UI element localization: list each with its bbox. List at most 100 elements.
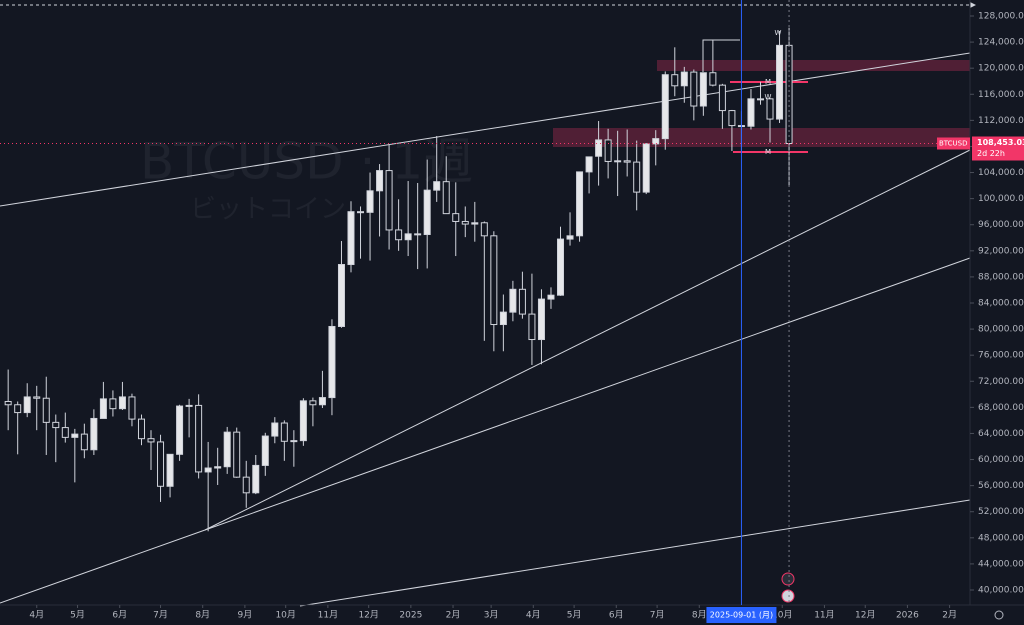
watermark-name: ビットコイン	[190, 195, 346, 225]
pattern-label: W	[775, 29, 782, 37]
x-tick-label: 6月	[112, 610, 127, 621]
candle-body	[52, 421, 60, 429]
y-tick-label: 88,000.00	[978, 272, 1024, 282]
candle-body	[328, 325, 336, 399]
candle-body	[414, 233, 422, 236]
watermark-symbol: BTCUSD · 1週	[140, 133, 473, 191]
candle-body	[157, 441, 165, 487]
x-tick-label: 7月	[153, 610, 168, 621]
y-tick-label: 64,000.00	[978, 429, 1024, 439]
x-tick-label: 4月	[526, 610, 541, 621]
x-tick-label: 11月	[814, 610, 834, 621]
candle-body	[566, 235, 574, 240]
candle-body	[80, 433, 88, 451]
crosshair-label: 2025-09-01 (月)	[710, 611, 773, 620]
event-icon[interactable]	[781, 589, 795, 603]
candle-body	[461, 220, 469, 225]
symbol-label: BTCUSD	[939, 139, 968, 147]
candle-body	[61, 427, 69, 438]
settings-icon[interactable]	[994, 610, 1004, 620]
candle-body	[280, 422, 288, 442]
x-tick-label: 2026	[896, 611, 919, 621]
candle-body	[480, 222, 488, 237]
candle-body	[604, 139, 612, 162]
candle-body	[385, 170, 393, 231]
candle-body	[661, 74, 669, 140]
candle-body	[23, 396, 31, 414]
candle-body	[452, 213, 460, 222]
candle-body	[728, 110, 736, 127]
candle-body	[195, 404, 203, 473]
pattern-label: M	[765, 148, 771, 156]
y-tick-label: 40,000.00	[978, 586, 1024, 596]
x-tick-label: 10月	[275, 610, 295, 621]
y-tick-label: 68,000.00	[978, 403, 1024, 413]
candle-body	[537, 298, 545, 341]
candle-body	[671, 74, 679, 87]
candle-body	[557, 238, 565, 296]
y-tick-label: 96,000.00	[978, 220, 1024, 230]
y-tick-label: 100,000.00	[978, 194, 1024, 204]
y-tick-label: 72,000.00	[978, 377, 1024, 387]
candle-body	[90, 417, 98, 451]
price-tag	[972, 136, 1024, 161]
event-icon[interactable]	[781, 572, 795, 586]
candle-body	[652, 138, 660, 145]
candle-body	[128, 396, 136, 420]
candle-body	[242, 476, 250, 494]
candle-body	[776, 44, 784, 120]
x-tick-label: 4月	[29, 610, 44, 621]
y-tick-label: 56,000.00	[978, 481, 1024, 491]
candle-body	[309, 400, 317, 406]
supply-zone	[657, 60, 970, 71]
candle-body	[147, 438, 155, 443]
y-tick-label: 124,000.00	[978, 38, 1024, 48]
y-tick-label: 120,000.00	[978, 64, 1024, 74]
x-tick-label: 6月	[609, 610, 624, 621]
candle-body	[299, 400, 307, 442]
candle-body	[376, 170, 384, 192]
trendline	[204, 257, 971, 531]
candle-body	[633, 161, 641, 193]
y-tick-label: 76,000.00	[978, 351, 1024, 361]
candle-body	[137, 418, 145, 440]
candle-body	[766, 98, 774, 120]
candle-body	[576, 171, 584, 237]
trendline	[299, 499, 971, 607]
candle-body	[357, 211, 365, 214]
candle-body	[680, 71, 688, 87]
crosshair-tag	[706, 607, 777, 623]
demand-zone	[553, 128, 970, 147]
candle-body	[42, 397, 50, 423]
candle-body	[433, 181, 441, 191]
candle-body	[14, 404, 22, 414]
candle-body	[499, 311, 507, 326]
candle-body	[366, 190, 374, 213]
x-tick-label: 8月	[692, 610, 707, 621]
y-tick-label: 84,000.00	[978, 299, 1024, 309]
candle-body	[252, 464, 260, 494]
x-tick-label: 3月	[484, 610, 499, 621]
candle-body	[709, 72, 717, 86]
x-tick-label: 8月	[195, 610, 210, 621]
candle-body	[233, 431, 241, 478]
candle-body	[185, 404, 193, 407]
symbol-tag	[937, 137, 970, 150]
candle-body	[623, 160, 631, 163]
candle-body	[509, 288, 517, 313]
candle-body	[204, 467, 212, 473]
candle-body	[747, 98, 755, 127]
candle-body	[585, 156, 593, 173]
x-tick-label: 12月	[855, 610, 875, 621]
y-tick-label: 48,000.00	[978, 533, 1024, 543]
pattern-label: W	[765, 93, 772, 101]
y-tick-label: 92,000.00	[978, 246, 1024, 256]
candle-body	[528, 313, 536, 341]
x-tick-label: 5月	[70, 610, 85, 621]
y-tick-label: 128,000.00	[978, 12, 1024, 22]
x-tick-label: 12月	[358, 610, 378, 621]
trendlines	[0, 2, 976, 607]
candle-body	[595, 139, 603, 157]
x-tick-label: 10月	[772, 610, 792, 621]
